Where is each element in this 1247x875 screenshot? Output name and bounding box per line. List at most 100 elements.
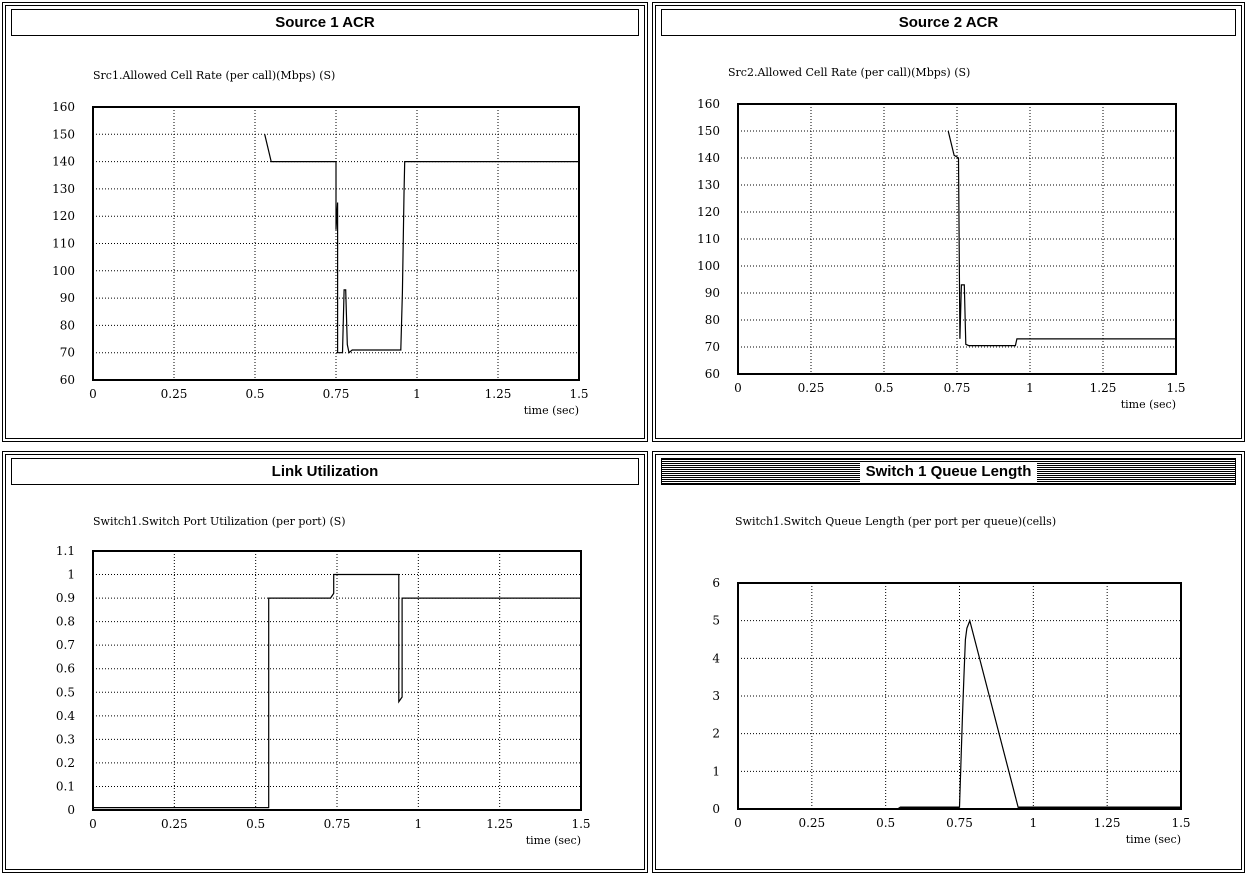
y-tick-label: 5 [712,614,720,628]
x-tick-label: 1 [1030,816,1038,830]
x-tick-label: 1.5 [1171,816,1190,830]
x-tick-label: 1 [1026,381,1034,395]
y-tick-label: 90 [60,291,75,305]
y-tick-label: 0 [67,803,75,817]
window-title: Link Utilization [265,461,385,482]
y-tick-label: 70 [60,346,75,360]
x-tick-label: 0 [734,381,742,395]
x-tick-label: 0.25 [161,387,188,401]
chart-window-link-utilization: Link Utilization Switch1.Switch Port Uti… [2,451,648,873]
y-tick-label: 120 [52,209,75,223]
y-tick-label: 130 [52,182,75,196]
y-tick-label: 90 [705,286,720,300]
chart-window-switch1-queue: Switch 1 Queue Length Switch1.Switch Que… [652,451,1245,873]
chart-link-utilization: Switch1.Switch Port Utilization (per por… [56,515,591,847]
x-axis-label: time (sec) [526,834,581,847]
y-tick-label: 120 [697,205,720,219]
x-tick-label: 0.5 [246,817,265,831]
series-line [947,130,1176,347]
y-tick-label: 1.1 [56,544,75,558]
x-tick-label: 0.25 [798,816,825,830]
y-tick-label: 60 [705,367,720,381]
y-tick-label: 0 [712,802,720,816]
y-tick-label: 60 [60,373,75,387]
plot-area-border [92,550,582,811]
window-title: Source 1 ACR [269,12,381,33]
x-tick-label: 0.75 [944,381,971,395]
y-tick-label: 1 [67,568,75,582]
series-line [264,134,579,354]
window-title-bar[interactable]: Source 2 ACR [661,9,1236,36]
x-tick-label: 0.25 [161,817,188,831]
window-title-bar-active[interactable]: Switch 1 Queue Length [661,458,1236,485]
y-tick-label: 3 [712,689,720,703]
y-tick-label: 0.5 [56,685,75,699]
window-title-bar[interactable]: Source 1 ACR [11,9,639,36]
x-tick-label: 0.75 [323,387,350,401]
x-tick-label: 1.25 [1094,816,1121,830]
y-tick-label: 0.2 [56,756,75,770]
chart-window-source1: Source 1 ACR Src1.Allowed Cell Rate (per… [2,2,648,442]
x-tick-label: 0 [89,817,97,831]
y-tick-label: 100 [52,264,75,278]
y-tick-label: 0.4 [56,709,75,723]
x-axis-label: time (sec) [524,404,579,417]
window-title-bar[interactable]: Link Utilization [11,458,639,485]
y-tick-label: 130 [697,178,720,192]
chart-title: Src2.Allowed Cell Rate (per call)(Mbps) … [728,66,970,79]
chart-title: Src1.Allowed Cell Rate (per call)(Mbps) … [93,69,335,82]
chart-switch1-queue-length: Switch1.Switch Queue Length (per port pe… [712,515,1190,846]
window-title: Switch 1 Queue Length [859,461,1038,482]
y-tick-label: 110 [52,237,75,251]
series-line [93,573,581,809]
x-tick-label: 0.5 [874,381,893,395]
y-tick-label: 0.6 [56,662,75,676]
y-tick-label: 150 [52,127,75,141]
x-tick-label: 0 [89,387,97,401]
y-tick-label: 2 [712,727,720,741]
y-tick-label: 0.3 [56,732,75,746]
x-tick-label: 1.25 [485,387,512,401]
y-tick-label: 6 [712,576,720,590]
y-tick-label: 0.7 [56,638,75,652]
y-tick-label: 0.9 [56,591,75,605]
x-tick-label: 1.25 [1090,381,1117,395]
x-tick-label: 0.25 [798,381,825,395]
x-tick-label: 0 [734,816,742,830]
x-tick-label: 1 [415,817,423,831]
x-axis-label: time (sec) [1126,833,1181,846]
x-tick-label: 0.5 [245,387,264,401]
y-tick-label: 100 [697,259,720,273]
y-tick-label: 80 [60,318,75,332]
y-tick-label: 110 [697,232,720,246]
y-tick-label: 70 [705,340,720,354]
chart-title: Switch1.Switch Queue Length (per port pe… [735,515,1056,528]
x-tick-label: 1.5 [569,387,588,401]
plot-area-border [737,582,1182,810]
window-title: Source 2 ACR [892,12,1005,33]
y-tick-label: 150 [697,124,720,138]
y-tick-label: 4 [712,651,720,665]
y-tick-label: 160 [697,97,720,111]
y-tick-label: 140 [697,151,720,165]
chart-window-source2: Source 2 ACR Src2.Allowed Cell Rate (per… [652,2,1245,442]
chart-source2-acr: Src2.Allowed Cell Rate (per call)(Mbps) … [697,66,1185,411]
y-tick-label: 0.1 [56,779,75,793]
y-tick-label: 0.8 [56,615,75,629]
y-tick-label: 140 [52,155,75,169]
chart-title: Switch1.Switch Port Utilization (per por… [93,515,346,528]
x-tick-label: 1.25 [486,817,513,831]
y-tick-label: 160 [52,100,75,114]
y-tick-label: 1 [712,764,720,778]
x-tick-label: 1.5 [571,817,590,831]
y-tick-label: 80 [705,313,720,327]
x-tick-label: 1.5 [1166,381,1185,395]
x-axis-label: time (sec) [1121,398,1176,411]
x-tick-label: 1 [413,387,421,401]
plot-area-border [737,103,1177,375]
x-tick-label: 0.75 [324,817,351,831]
chart-source1-acr: Src1.Allowed Cell Rate (per call)(Mbps) … [52,69,588,417]
plot-area-border [92,106,580,381]
x-tick-label: 0.75 [946,816,973,830]
x-tick-label: 0.5 [876,816,895,830]
